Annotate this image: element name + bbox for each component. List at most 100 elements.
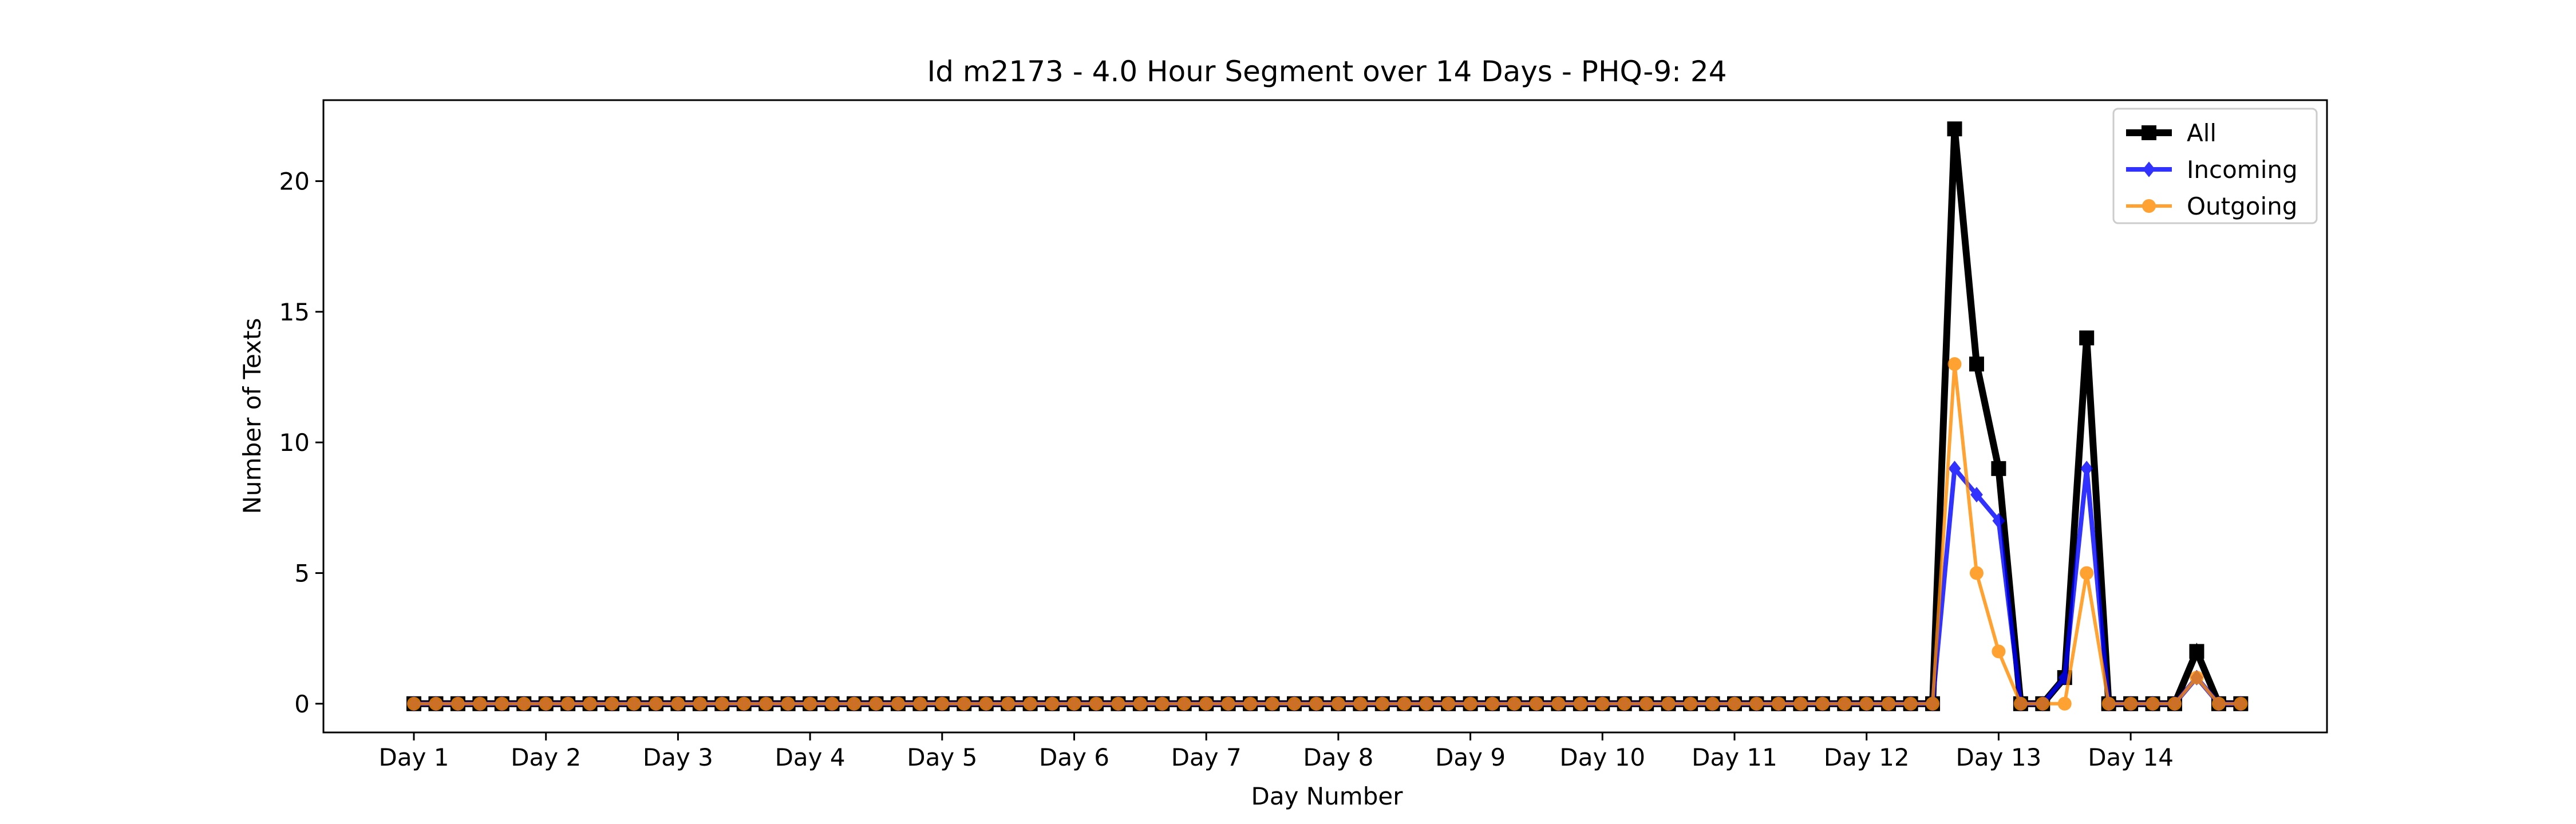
data-point-outgoing bbox=[2124, 696, 2138, 711]
data-point-outgoing bbox=[759, 696, 773, 711]
legend-label-all: All bbox=[2187, 119, 2217, 147]
data-point-outgoing bbox=[1793, 696, 1808, 711]
x-tick-label: Day 3 bbox=[643, 743, 713, 771]
data-point-outgoing bbox=[2234, 696, 2248, 711]
y-tick-label: 15 bbox=[279, 298, 310, 326]
legend-marker bbox=[2142, 125, 2156, 140]
data-point-outgoing bbox=[1947, 357, 1962, 371]
data-point-outgoing bbox=[1749, 696, 1764, 711]
data-point-outgoing bbox=[715, 696, 729, 711]
data-point-outgoing bbox=[627, 696, 641, 711]
legend-swatch-all bbox=[2126, 125, 2172, 140]
data-point-outgoing bbox=[1089, 696, 1103, 711]
data-point-outgoing bbox=[2080, 566, 2094, 580]
data-point-incoming bbox=[1948, 461, 1961, 477]
data-point-outgoing bbox=[1375, 696, 1389, 711]
chart-title: Id m2173 - 4.0 Hour Segment over 14 Days… bbox=[927, 55, 1726, 88]
series-outgoing bbox=[407, 357, 2248, 711]
x-axis-label: Day Number bbox=[1251, 782, 1403, 810]
data-point-outgoing bbox=[2190, 671, 2204, 685]
data-point-outgoing bbox=[1045, 696, 1060, 711]
data-point-outgoing bbox=[429, 696, 443, 711]
data-point-outgoing bbox=[1969, 566, 1984, 580]
data-point-outgoing bbox=[1838, 696, 1852, 711]
data-point-outgoing bbox=[891, 696, 905, 711]
data-point-outgoing bbox=[825, 696, 839, 711]
data-point-outgoing bbox=[451, 696, 465, 711]
data-point-outgoing bbox=[2211, 696, 2226, 711]
data-point-outgoing bbox=[1067, 696, 1081, 711]
legend-swatch-incoming bbox=[2126, 161, 2172, 177]
data-point-outgoing bbox=[1463, 696, 1477, 711]
data-point-outgoing bbox=[1771, 696, 1785, 711]
data-point-outgoing bbox=[539, 696, 553, 711]
data-point-outgoing bbox=[869, 696, 883, 711]
data-point-outgoing bbox=[1573, 696, 1587, 711]
y-axis: 0 5 10 15 20 bbox=[279, 168, 323, 718]
x-tick-label: Day 2 bbox=[511, 743, 581, 771]
data-point-outgoing bbox=[1617, 696, 1631, 711]
x-tick-label: Day 13 bbox=[1956, 743, 2042, 771]
plot-frame bbox=[322, 99, 2328, 734]
data-point-all bbox=[1991, 461, 2006, 476]
data-point-outgoing bbox=[957, 696, 971, 711]
data-point-outgoing bbox=[1397, 696, 1412, 711]
legend-marker bbox=[2143, 161, 2155, 177]
data-point-outgoing bbox=[2146, 696, 2160, 711]
data-point-outgoing bbox=[2013, 696, 2028, 711]
data-point-outgoing bbox=[1859, 696, 1874, 711]
data-point-outgoing bbox=[1309, 696, 1323, 711]
x-tick-label: Day 6 bbox=[1039, 743, 1109, 771]
data-point-outgoing bbox=[1529, 696, 1543, 711]
data-point-outgoing bbox=[1661, 696, 1676, 711]
data-point-outgoing bbox=[1903, 696, 1918, 711]
data-point-outgoing bbox=[1177, 696, 1191, 711]
data-point-outgoing bbox=[1639, 696, 1654, 711]
data-point-outgoing bbox=[495, 696, 509, 711]
data-point-outgoing bbox=[1485, 696, 1500, 711]
data-point-outgoing bbox=[847, 696, 861, 711]
y-tick-label: 0 bbox=[294, 690, 310, 718]
data-point-outgoing bbox=[1199, 696, 1214, 711]
plot-area bbox=[323, 100, 2327, 732]
data-point-incoming bbox=[1992, 513, 2005, 529]
data-point-outgoing bbox=[1926, 696, 1940, 711]
data-point-outgoing bbox=[1551, 696, 1566, 711]
data-point-outgoing bbox=[781, 696, 795, 711]
data-point-outgoing bbox=[693, 696, 707, 711]
data-point-outgoing bbox=[517, 696, 531, 711]
data-point-outgoing bbox=[1728, 696, 1741, 711]
data-point-outgoing bbox=[671, 696, 685, 711]
data-point-outgoing bbox=[1001, 696, 1016, 711]
data-point-outgoing bbox=[1684, 696, 1698, 711]
data-point-outgoing bbox=[407, 696, 421, 711]
y-tick-label: 20 bbox=[279, 168, 310, 196]
x-tick-label: Day 14 bbox=[2088, 743, 2174, 771]
data-point-outgoing bbox=[1265, 696, 1279, 711]
data-point-outgoing bbox=[1287, 696, 1301, 711]
legend-marker bbox=[2142, 199, 2156, 213]
series-layer bbox=[406, 121, 2249, 712]
data-point-outgoing bbox=[1992, 644, 2006, 659]
x-axis: Day 1 Day 2 Day 3 Day 4 Day 5 Day 6 Day 7 Day 8… bbox=[378, 732, 2174, 771]
data-point-outgoing bbox=[737, 696, 751, 711]
data-point-outgoing bbox=[2168, 696, 2182, 711]
data-point-outgoing bbox=[1111, 696, 1125, 711]
legend-swatch-outgoing bbox=[2126, 199, 2172, 213]
data-point-all bbox=[1947, 121, 1962, 137]
data-point-outgoing bbox=[583, 696, 597, 711]
data-point-outgoing bbox=[913, 696, 927, 711]
data-point-outgoing bbox=[1705, 696, 1720, 711]
data-point-outgoing bbox=[803, 696, 817, 711]
y-tick-label: 5 bbox=[294, 559, 310, 587]
y-tick-label: 10 bbox=[279, 429, 310, 457]
data-point-outgoing bbox=[605, 696, 619, 711]
data-point-outgoing bbox=[1353, 696, 1368, 711]
data-point-outgoing bbox=[935, 696, 949, 711]
legend-label-incoming: Incoming bbox=[2187, 156, 2298, 184]
data-point-outgoing bbox=[979, 696, 993, 711]
data-point-all bbox=[2079, 330, 2095, 346]
data-point-outgoing bbox=[1221, 696, 1235, 711]
x-tick-label: Day 9 bbox=[1435, 743, 1506, 771]
